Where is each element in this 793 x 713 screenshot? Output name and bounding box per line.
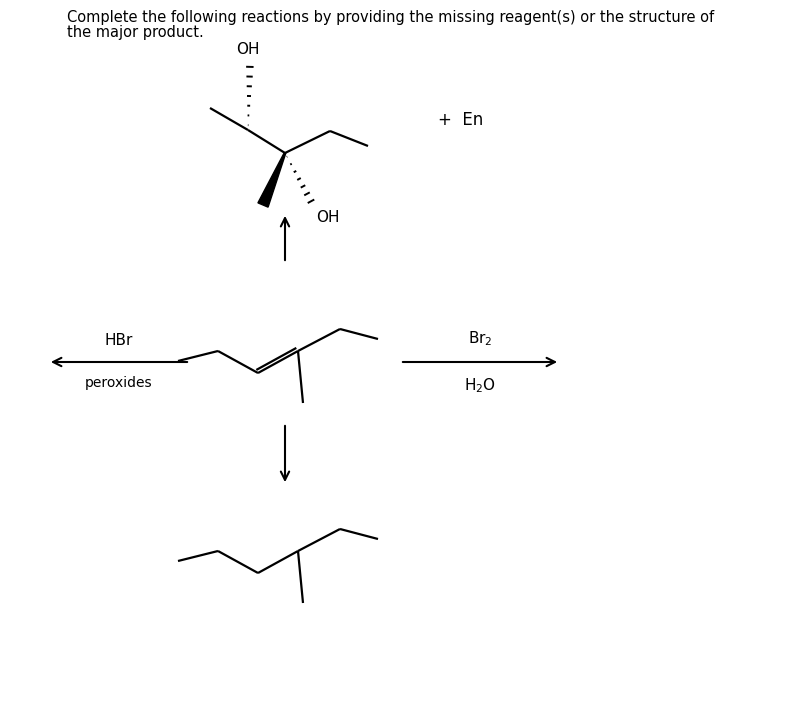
Text: peroxides: peroxides (85, 376, 153, 390)
Text: H$_2$O: H$_2$O (464, 376, 496, 395)
Text: Br$_2$: Br$_2$ (468, 329, 492, 348)
Text: HBr: HBr (105, 333, 133, 348)
Text: OH: OH (316, 210, 339, 225)
Text: OH: OH (236, 42, 260, 57)
Text: Complete the following reactions by providing the missing reagent(s) or the stru: Complete the following reactions by prov… (67, 10, 714, 25)
Text: the major product.: the major product. (67, 25, 204, 40)
Polygon shape (258, 153, 285, 207)
Text: +  En: + En (438, 111, 483, 129)
